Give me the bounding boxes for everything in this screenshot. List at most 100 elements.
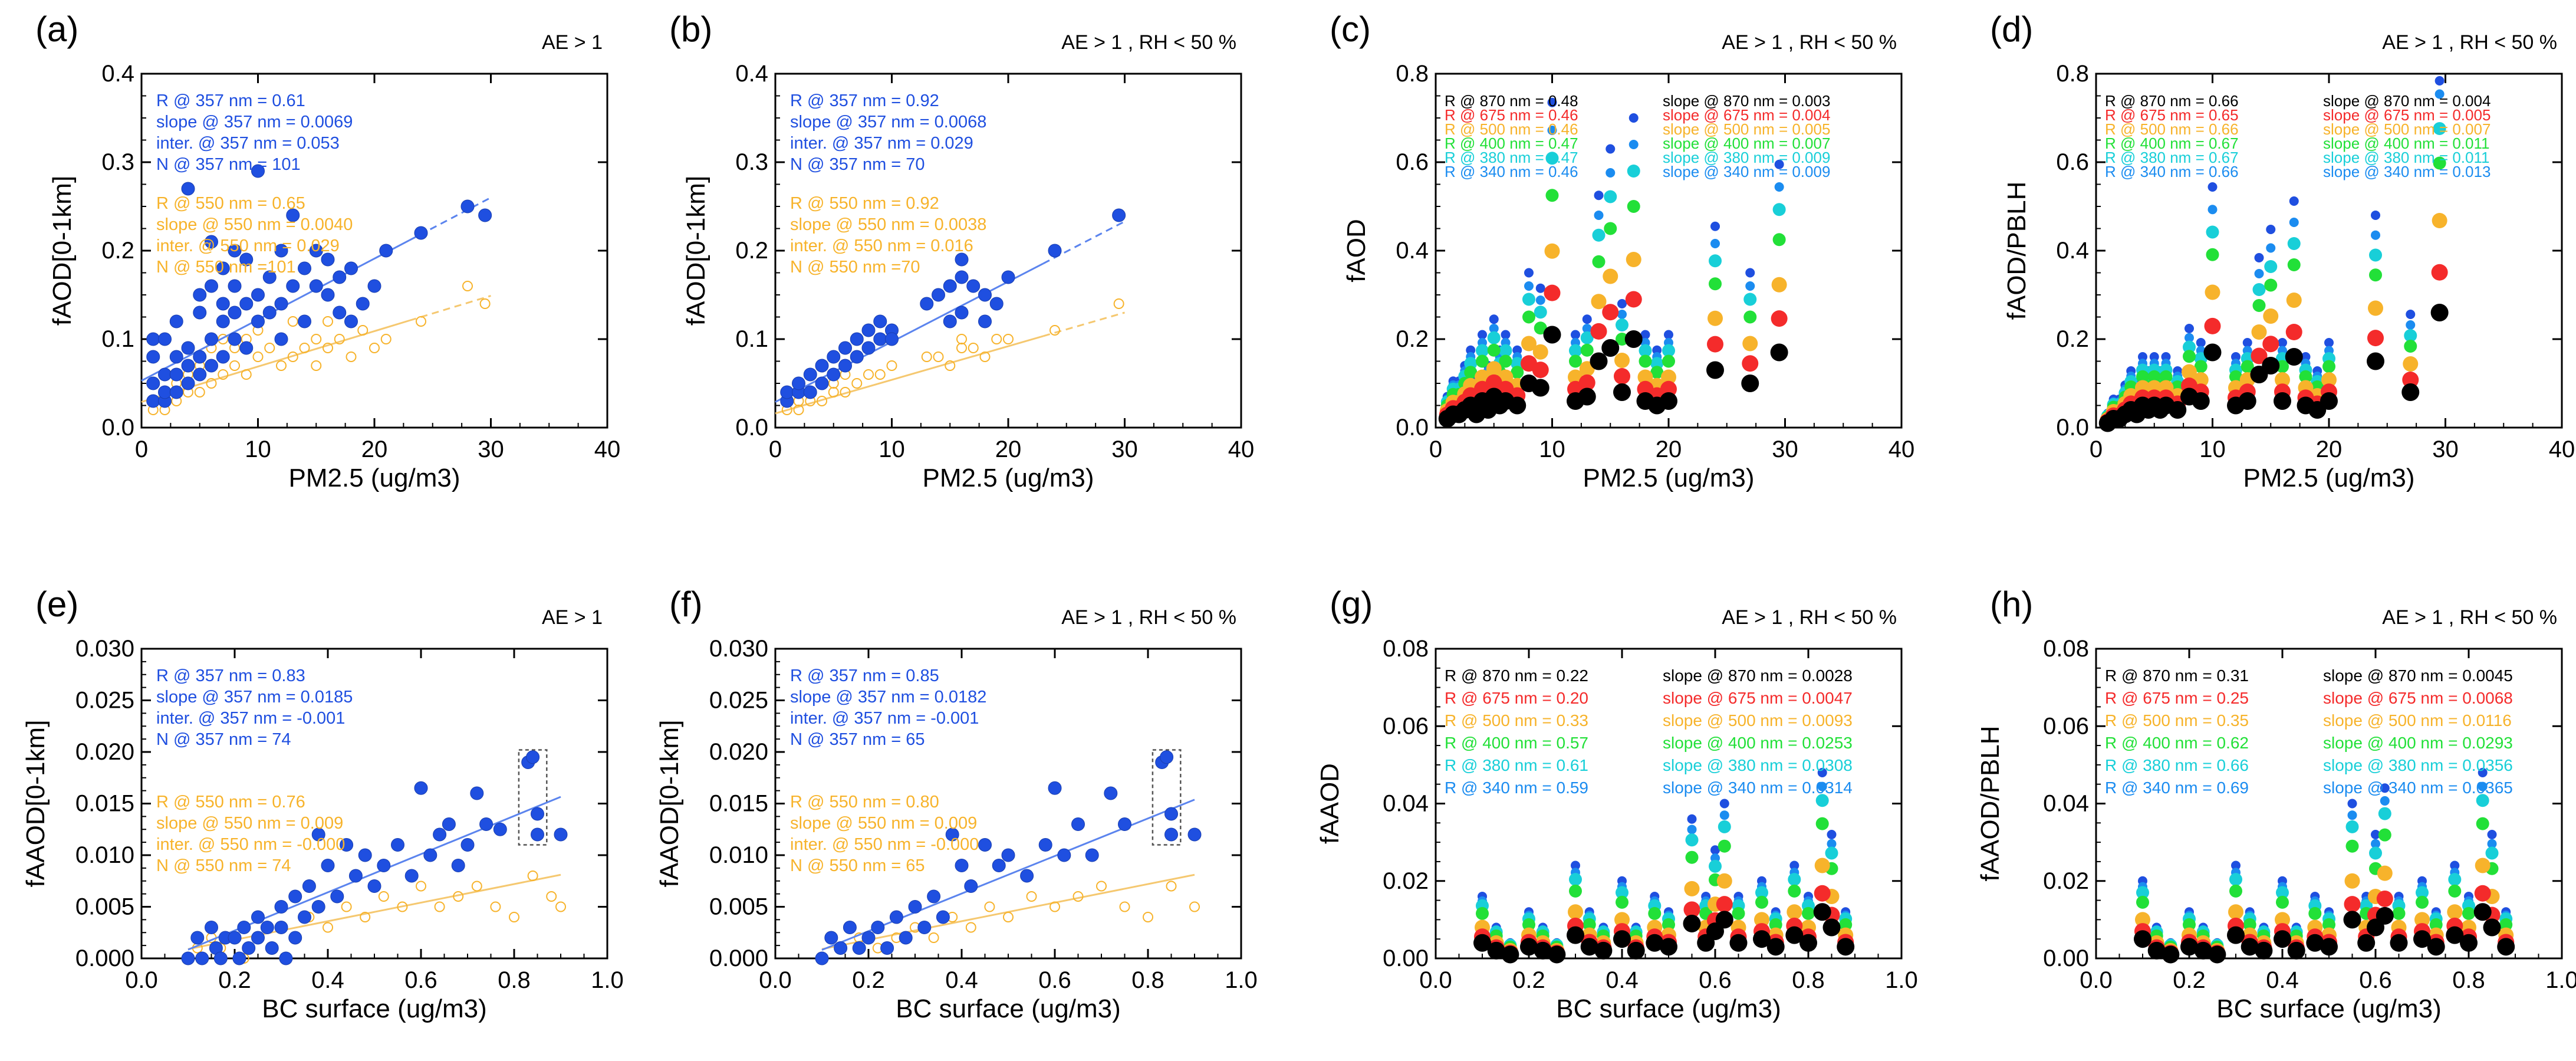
stats-slope-text: slope @ 870 nm = 0.003 (1663, 92, 1830, 110)
y-axis-title: fAAOD[0-1km] (21, 720, 50, 888)
data-point-blue (2406, 310, 2416, 319)
data-point (397, 901, 408, 912)
data-point-lightblue (1535, 295, 1545, 305)
data-point-red (1716, 896, 1733, 913)
data-point (943, 279, 957, 293)
data-point (367, 279, 381, 293)
stats-slope-text: slope @ 870 nm = 0.0045 (2323, 666, 2513, 685)
x-tick-label: 40 (594, 436, 621, 462)
stats-slope-text: slope @ 380 nm = 0.009 (1663, 149, 1830, 166)
data-point (1166, 881, 1177, 892)
data-point (493, 822, 507, 836)
data-point-green (2369, 268, 2382, 282)
data-point (323, 922, 333, 933)
x-tick-label: 20 (2316, 436, 2343, 462)
data-point-red (1625, 291, 1642, 308)
data-point-black (1508, 396, 1526, 415)
data-point (1189, 901, 1200, 912)
data-point (838, 341, 852, 355)
data-point-orange (2475, 858, 2491, 873)
stats-r-text: R @ 380 nm = 0.47 (1445, 149, 1578, 166)
data-point-blue (1640, 330, 1650, 340)
data-point (311, 360, 322, 371)
data-point-red (1683, 901, 1700, 918)
x-tick-label: 10 (2199, 436, 2226, 462)
data-point-green (2433, 156, 2446, 170)
data-point (228, 279, 242, 293)
data-point-black (2473, 903, 2492, 921)
y-tick-label: 0.4 (2056, 238, 2089, 264)
data-point-orange (1661, 369, 1676, 385)
data-point-cyan (1580, 331, 1594, 344)
data-point (1050, 901, 1060, 912)
data-point (1187, 827, 1202, 842)
data-point-green (2322, 918, 2335, 931)
data-point-cyan (1788, 873, 1801, 886)
data-point-black (2367, 352, 2384, 370)
data-point-orange (2403, 356, 2419, 372)
stats-slope-text: slope @ 675 nm = 0.0068 (2323, 689, 2513, 707)
data-point-cyan (1604, 190, 1617, 203)
data-point-cyan (2404, 329, 2417, 342)
data-point-blue (2380, 783, 2390, 793)
data-point (453, 891, 464, 902)
data-point-blue (2231, 860, 2241, 871)
data-point-black (2306, 934, 2324, 952)
data-point (908, 900, 922, 914)
data-point-orange (2368, 300, 2383, 316)
data-point (526, 750, 540, 764)
data-point-red (2431, 264, 2448, 281)
data-point-black (1753, 930, 1771, 948)
x-tick-label: 40 (2549, 436, 2575, 462)
data-point (1001, 270, 1015, 284)
data-point-blue (1817, 768, 1827, 777)
stats-text: R @ 550 nm = 0.92 (790, 194, 939, 213)
panel-c: (c) AE > 1 , RH < 50 % 0 10 20 30 40 0.0 0.2 0.4 0… (1330, 9, 1914, 492)
x-tick-label: 30 (478, 436, 504, 462)
data-point (928, 932, 939, 943)
x-tick-label: 20 (995, 436, 1022, 462)
data-point (251, 314, 265, 329)
data-point (279, 951, 293, 965)
data-point (181, 951, 195, 965)
data-point-cyan (2264, 260, 2278, 273)
data-point-orange (2286, 293, 2302, 308)
x-tick-label: 0.6 (1699, 967, 1732, 993)
data-point-green (2229, 370, 2242, 383)
x-tick-label: 0.0 (759, 967, 792, 993)
data-point-lightblue (1774, 182, 1784, 192)
data-point-green (2287, 258, 2301, 271)
data-point-black (2483, 918, 2501, 937)
x-tick-label: 0.8 (498, 967, 531, 993)
x-tick-label: 20 (361, 436, 388, 462)
data-point (442, 817, 456, 831)
x-tick-label: 10 (879, 436, 905, 462)
data-point-green (1772, 233, 1786, 247)
data-point (340, 838, 354, 852)
data-point-green (2448, 884, 2462, 898)
data-point (479, 817, 494, 831)
data-point (181, 376, 195, 390)
data-point-green (1604, 222, 1617, 235)
data-point-black (1715, 911, 1733, 929)
y-tick-label: 0.0 (1396, 415, 1429, 441)
data-point-black (2285, 348, 2303, 366)
data-point (851, 378, 863, 389)
data-point (1164, 827, 1178, 842)
data-point (348, 869, 363, 883)
data-point (260, 921, 274, 934)
data-point-cyan (1825, 846, 1838, 860)
data-point-green (1627, 200, 1640, 213)
data-point (378, 891, 389, 902)
data-point-cyan (1718, 820, 1731, 833)
data-point-orange (1626, 252, 1641, 267)
data-point (451, 859, 465, 872)
y-tick-label: 0.6 (2056, 149, 2089, 175)
data-point (344, 261, 358, 275)
data-point-black (1534, 941, 1552, 960)
data-point-blue (1827, 830, 1837, 839)
data-point (288, 889, 302, 904)
y-tick-label: 0.4 (1396, 238, 1429, 264)
data-point-black (2401, 383, 2420, 401)
data-point-orange (2275, 372, 2290, 387)
